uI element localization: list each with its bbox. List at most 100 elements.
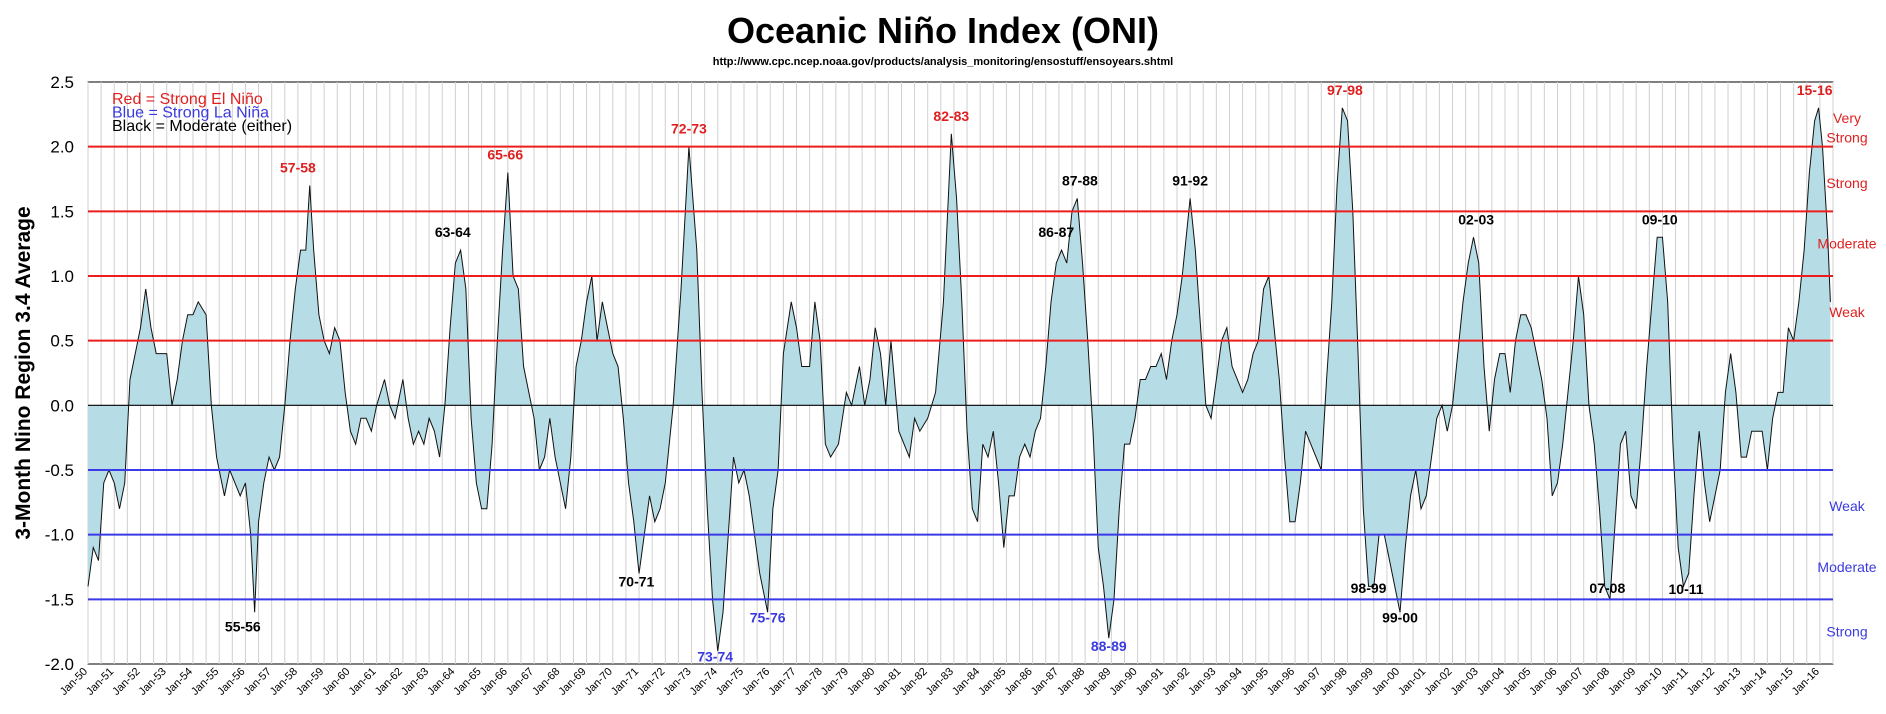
x-tick-label: Jan-94 [1212,666,1244,698]
event-label: 63-64 [435,224,471,240]
zone-label: Moderate [1817,236,1876,252]
zone-label: Strong [1826,130,1867,146]
event-label: 02-03 [1458,211,1494,227]
x-tick-label: Jan-56 [215,666,247,698]
chart-title: Oceanic Niño Index (ONI) [726,10,1160,51]
x-tick-label: Jan-58 [268,666,300,698]
chart-subtitle: http://www.cpc.ncep.noaa.gov/products/an… [712,56,1174,68]
x-tick-label: Jan-03 [1449,666,1481,698]
x-tick-label: Jan-80 [845,666,877,698]
x-tick-label: Jan-02 [1422,666,1454,698]
x-tick-label: Jan-10 [1632,666,1664,698]
x-tick-label: Jan-96 [1265,666,1297,698]
x-tick-label: Jan-60 [320,666,352,698]
event-label: 73-74 [697,648,733,664]
x-tick-label: Jan-78 [793,666,825,698]
event-label: 87-88 [1062,172,1098,188]
oni-area [88,107,1831,652]
event-label: 65-66 [487,147,523,163]
x-tick-label: Jan-52 [110,666,142,698]
x-tick-label: Jan-86 [1003,666,1035,698]
x-tick-label: Jan-00 [1370,666,1402,698]
event-label: 98-99 [1351,580,1387,596]
legend-entry: Black = Moderate (either) [112,118,292,135]
y-tick-label: 1.0 [50,267,74,286]
event-label: 72-73 [671,121,707,137]
event-label: 99-00 [1382,610,1418,626]
x-tick-label: Jan-87 [1029,666,1061,698]
x-tick-label: Jan-59 [294,666,326,698]
x-tick-label: Jan-15 [1763,666,1795,698]
x-tick-label: Jan-63 [399,666,431,698]
x-tick-label: Jan-66 [478,666,510,698]
x-tick-label: Jan-74 [688,666,720,698]
x-tick-label: Jan-89 [1081,666,1113,698]
event-label: 09-10 [1642,211,1678,227]
y-tick-label: -0.5 [45,461,74,480]
y-tick-label: 2.0 [50,138,74,157]
x-tick-label: Jan-57 [242,666,274,698]
x-tick-label: Jan-76 [740,666,772,698]
x-tick-label: Jan-05 [1501,666,1533,698]
event-label: 97-98 [1327,82,1363,98]
x-tick-label: Jan-84 [950,666,982,698]
event-label: 86-87 [1038,224,1074,240]
x-tick-label: Jan-04 [1475,666,1507,698]
x-tick-label: Jan-62 [373,666,405,698]
x-tick-label: Jan-61 [346,666,378,698]
x-tick-label: Jan-91 [1134,666,1166,698]
y-tick-label: 2.5 [50,73,74,92]
x-tick-label: Jan-98 [1317,666,1349,698]
x-tick-label: Jan-81 [871,666,903,698]
y-tick-label: 0.0 [50,396,74,415]
x-tick-label: Jan-09 [1606,666,1638,698]
x-tick-label: Jan-08 [1580,666,1612,698]
x-tick-label: Jan-54 [163,666,195,698]
x-tick-label: Jan-97 [1291,666,1323,698]
y-tick-label: 1.5 [50,202,74,221]
event-label: 55-56 [225,619,261,635]
x-tick-label: Jan-01 [1396,666,1428,698]
oni-line [87,107,1831,652]
x-tick-label: Jan-77 [766,666,798,698]
y-tick-label: -1.0 [45,526,74,545]
x-tick-label: Jan-64 [425,666,457,698]
event-label: 82-83 [933,108,969,124]
x-tick-label: Jan-85 [976,666,1008,698]
x-tick-label: Jan-99 [1344,666,1376,698]
y-tick-label: -2.0 [45,655,74,674]
y-axis-label: 3-Month Nino Region 3.4 Average [12,206,35,539]
x-tick-label: Jan-16 [1790,666,1822,698]
x-tick-label: Jan-69 [556,666,588,698]
x-tick-label: Jan-71 [609,666,641,698]
x-tick-label: Jan-65 [451,666,483,698]
x-tick-label: Jan-11 [1659,666,1691,698]
event-label: 88-89 [1091,638,1127,654]
event-label: 07-08 [1589,580,1625,596]
x-tick-label: Jan-83 [924,666,956,698]
x-tick-label: Jan-82 [898,666,930,698]
y-tick-label: -1.5 [45,590,74,609]
x-tick-label: Jan-70 [583,666,615,698]
x-tick-label: Jan-72 [635,666,667,698]
legend-entry: Red = Strong El Niño [112,91,263,108]
event-label: 75-76 [750,610,786,626]
x-tick-label: Jan-73 [661,666,693,698]
legend-entry: Blue = Strong La Niña [112,105,269,122]
x-tick-label: Jan-68 [530,666,562,698]
x-tick-label: Jan-53 [137,666,169,698]
x-tick-label: Jan-75 [714,666,746,698]
x-tick-label: Jan-67 [504,666,536,698]
x-tick-label: Jan-06 [1527,666,1559,698]
event-label: 57-58 [280,160,316,176]
y-tick-label: 0.5 [50,332,74,351]
x-tick-label: Jan-92 [1160,666,1192,698]
x-tick-label: Jan-90 [1107,666,1139,698]
x-tick-label: Jan-88 [1055,666,1087,698]
x-tick-label: Jan-13 [1711,666,1743,698]
x-tick-label: Jan-95 [1239,666,1271,698]
zone-label: Moderate [1817,559,1876,575]
x-tick-label: Jan-51 [84,666,116,698]
event-label: 70-71 [619,573,655,589]
